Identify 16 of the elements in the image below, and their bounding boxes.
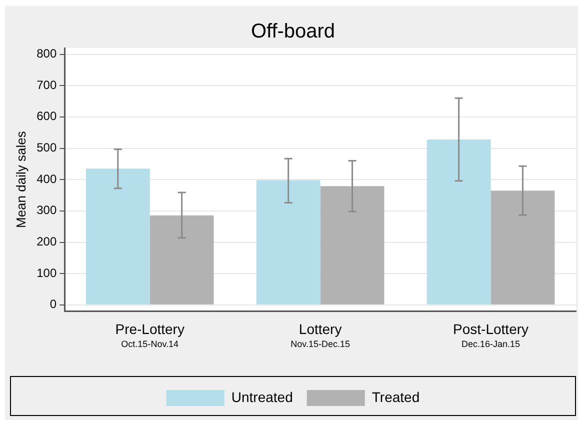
y-tick-label: 700 — [36, 78, 57, 92]
legend-label: Treated — [372, 388, 420, 405]
chart-title: Off-board — [250, 20, 336, 43]
y-tick-label: 800 — [36, 46, 57, 61]
x-tick-label: Lottery Nov.15-Dec.15 — [290, 321, 350, 350]
y-tick-label: 300 — [36, 203, 57, 218]
y-axis-title: Mean daily sales — [13, 130, 28, 228]
y-tick-label: 100 — [36, 266, 57, 280]
legend-label: Untreated — [231, 388, 293, 405]
y-tick-label: 0 — [50, 297, 57, 312]
y-tick-label: 400 — [36, 172, 57, 186]
x-tick-label: Post-Lottery Dec.16-Jan.15 — [453, 321, 529, 350]
y-tick-label: 500 — [36, 140, 57, 155]
y-tick-label: 600 — [36, 109, 57, 124]
y-tick-label: 200 — [36, 234, 57, 249]
x-tick-label: Pre-Lottery Oct.15-Nov.14 — [115, 321, 184, 350]
